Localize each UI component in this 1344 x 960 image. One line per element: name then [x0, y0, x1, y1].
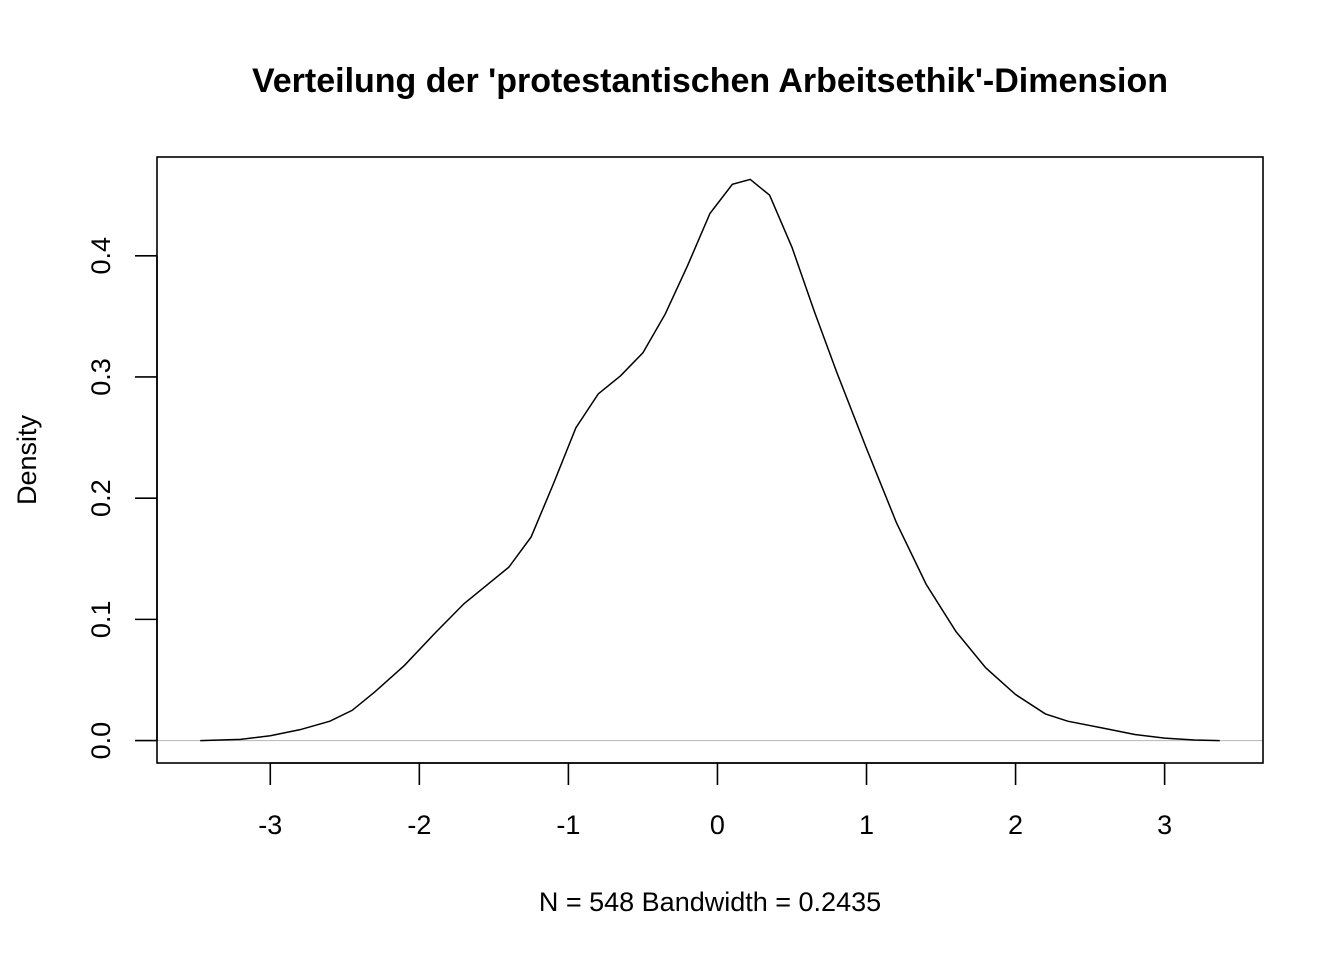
x-tick-label: 1 [859, 810, 874, 840]
x-tick-label: 2 [1008, 810, 1023, 840]
y-tick-label: 0.3 [86, 358, 116, 396]
y-tick-label: 0.0 [86, 722, 116, 760]
y-tick-label: 0.2 [86, 479, 116, 517]
y-tick-label: 0.4 [86, 237, 116, 275]
x-tick-label: 0 [710, 810, 725, 840]
x-tick-label: 3 [1157, 810, 1172, 840]
y-tick-label: 0.1 [86, 601, 116, 639]
x-tick-label: -3 [258, 810, 282, 840]
y-axis: 0.0 0.1 0.2 0.3 0.4 [86, 237, 158, 760]
x-axis-label: N = 548 Bandwidth = 0.2435 [539, 887, 881, 917]
density-curve [200, 178, 1220, 742]
x-tick-label: -2 [407, 810, 431, 840]
y-axis-label: Density [12, 414, 42, 505]
x-axis: -3 -2 -1 0 1 2 3 [258, 762, 1172, 840]
plot-frame [156, 156, 1264, 764]
chart-title: Verteilung der 'protestantischen Arbeits… [252, 62, 1168, 100]
x-tick-label: -1 [556, 810, 580, 840]
